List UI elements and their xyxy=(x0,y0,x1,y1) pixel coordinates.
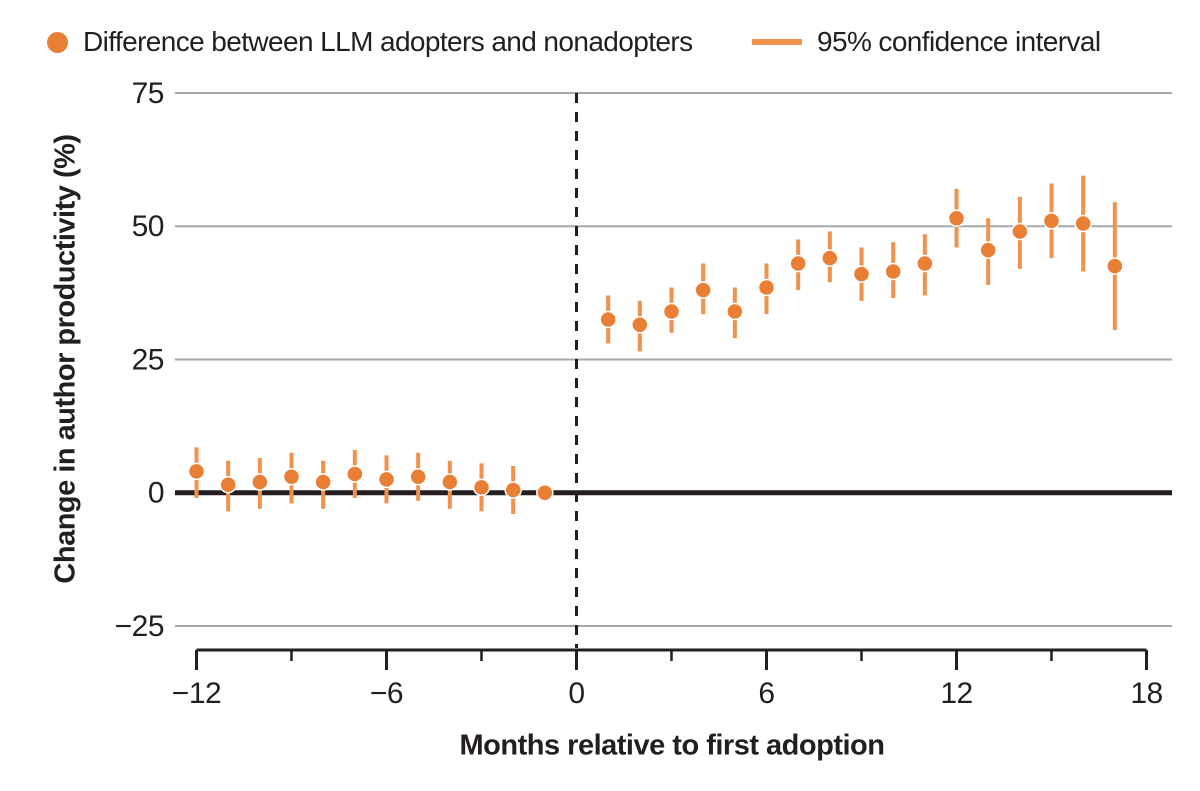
data-point xyxy=(694,281,712,299)
legend-item-series: Difference between LLM adopters and nona… xyxy=(47,24,693,60)
data-point xyxy=(662,302,681,321)
data-point xyxy=(187,462,206,481)
legend-point-marker-icon xyxy=(47,31,68,53)
data-point xyxy=(821,249,839,267)
x-axis-title: Months relative to first adoption xyxy=(459,729,885,762)
data-point xyxy=(916,254,934,273)
y-tick-label: −25 xyxy=(115,610,164,643)
data-point xyxy=(1106,257,1124,275)
data-point xyxy=(219,475,237,494)
data-point xyxy=(852,265,871,283)
legend-ci-line-icon xyxy=(752,39,802,45)
legend-ci-label: 95% confidence interval xyxy=(817,26,1101,57)
legend-item-ci: 95% confidence interval xyxy=(752,24,1101,60)
x-tick-label: 18 xyxy=(1130,677,1162,710)
data-point xyxy=(979,241,997,259)
data-point xyxy=(599,310,617,329)
data-point xyxy=(536,483,554,502)
data-point xyxy=(377,470,396,489)
data-point xyxy=(789,254,807,273)
data-point xyxy=(726,302,744,321)
data-point xyxy=(1042,212,1061,230)
data-point xyxy=(1074,214,1092,233)
y-tick-label: 75 xyxy=(132,77,164,110)
data-point xyxy=(314,473,332,491)
y-tick-label: 50 xyxy=(132,210,164,243)
legend-series-label: Difference between LLM adopters and nona… xyxy=(83,26,693,57)
data-point xyxy=(282,467,301,486)
data-point xyxy=(251,473,269,491)
x-tick-label: −6 xyxy=(370,677,403,710)
y-tick-label: 25 xyxy=(132,343,164,376)
data-point xyxy=(472,478,491,497)
data-point xyxy=(441,473,459,491)
data-point xyxy=(346,465,364,483)
data-point xyxy=(504,481,522,499)
x-tick-label: 6 xyxy=(758,677,774,710)
data-point xyxy=(409,467,427,486)
data-point xyxy=(757,278,776,297)
data-point xyxy=(947,209,966,227)
x-tick-label: 0 xyxy=(568,677,584,710)
x-tick-label: −12 xyxy=(172,677,221,710)
y-axis-title: Change in author productivity (%) xyxy=(49,134,82,584)
x-tick-label: 12 xyxy=(940,677,972,710)
data-point xyxy=(1011,222,1029,241)
data-point xyxy=(631,316,649,334)
data-point xyxy=(884,262,902,281)
y-tick-label: 0 xyxy=(148,477,164,510)
